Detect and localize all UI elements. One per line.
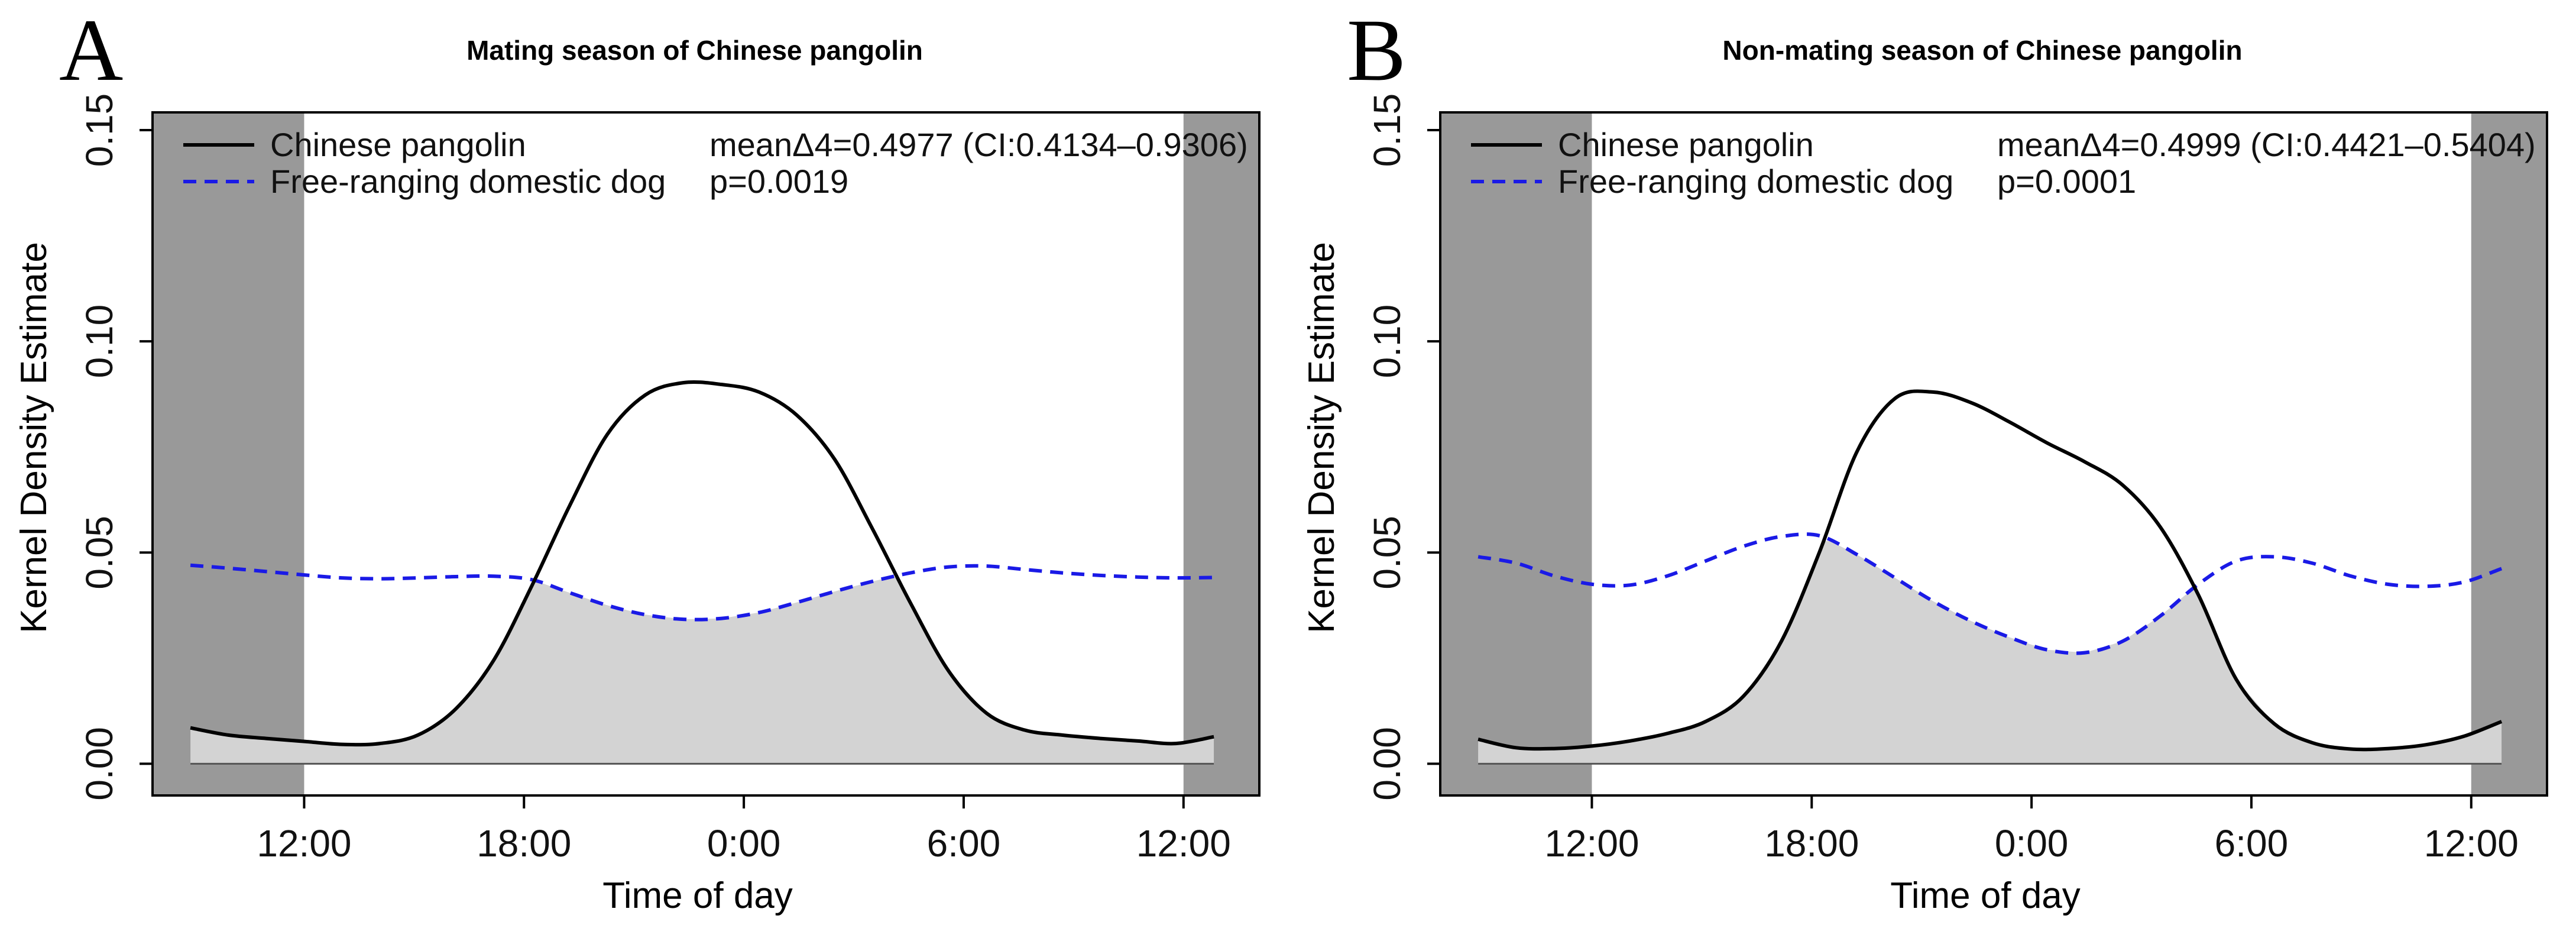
legend-label-pangolin: Chinese pangolin — [1558, 126, 1814, 163]
plot-area: 12:00 18:00 0:00 6:00 12:000.000.050.100.15 … — [14, 93, 1261, 916]
overlap-statistic: meanΔ4=0.4999 (CI:0.4421–0.5404) — [1997, 126, 2536, 163]
x-tick-label: 18:00 — [477, 822, 571, 865]
x-tick-label: 18:00 — [1764, 822, 1859, 865]
y-tick-label: 0.10 — [1366, 305, 1408, 379]
overlap-statistic: meanΔ4=0.4977 (CI:0.4134–0.9306) — [709, 126, 1248, 163]
series-line-dog — [1477, 532, 2503, 655]
night-shading-1 — [1183, 112, 1259, 795]
overlap-area — [1478, 541, 2502, 764]
x-tick-label: 12:00 — [1544, 822, 1639, 865]
x-tick-label: 12:00 — [2424, 822, 2519, 865]
panel-letter: B — [1347, 1, 1407, 99]
y-tick-label: 0.10 — [78, 305, 121, 379]
x-tick-label: 6:00 — [2215, 822, 2289, 865]
p-value: p=0.0001 — [1997, 163, 2136, 200]
p-value: p=0.0019 — [709, 163, 848, 200]
y-tick-label: 0.05 — [78, 516, 121, 590]
y-tick-label: 0.00 — [78, 727, 121, 801]
legend-label-pangolin: Chinese pangolin — [270, 126, 526, 163]
x-tick-label: 0:00 — [707, 822, 781, 865]
chart-panel-b: B Non-mating season of Chinese pangolin … — [1288, 0, 2575, 938]
chart-title: Mating season of Chinese pangolin — [466, 35, 923, 66]
chart-title: Non-mating season of Chinese pangolin — [1722, 35, 2243, 66]
x-tick-label: 12:00 — [1136, 822, 1231, 865]
y-axis-label: Kernel Density Estimate — [1301, 242, 1342, 633]
x-axis-label: Time of day — [602, 875, 793, 916]
series-line-pangolin — [1477, 389, 2503, 752]
y-axis-label: Kernel Density Estimate — [14, 242, 54, 633]
y-tick-label: 0.05 — [1366, 516, 1408, 590]
x-tick-label: 0:00 — [1995, 822, 2069, 865]
plot-frame — [151, 111, 1261, 797]
legend-label-dog: Free-ranging domestic dog — [1558, 163, 1953, 200]
chart-panel-a: A Mating season of Chinese pangolin 12:0… — [14, 1, 1261, 916]
x-tick-label: 12:00 — [257, 822, 351, 865]
night-shading-1 — [2471, 112, 2547, 795]
plot-frame — [1439, 111, 2548, 797]
y-tick-label: 0.15 — [1366, 93, 1408, 167]
night-shading-0 — [1440, 112, 1592, 795]
y-tick-label: 0.00 — [1366, 727, 1408, 801]
panel-letter: A — [59, 1, 124, 99]
legend-label-dog: Free-ranging domestic dog — [270, 163, 666, 200]
night-shading-0 — [153, 112, 304, 795]
x-axis-label: Time of day — [1890, 875, 2081, 916]
series-line-dog — [190, 563, 1214, 622]
plot-area: 12:00 18:00 0:00 6:00 12:000.000.050.100.15 … — [1301, 93, 2548, 916]
x-tick-label: 6:00 — [927, 822, 1001, 865]
series-line-pangolin — [190, 380, 1214, 747]
y-tick-label: 0.15 — [78, 93, 121, 167]
